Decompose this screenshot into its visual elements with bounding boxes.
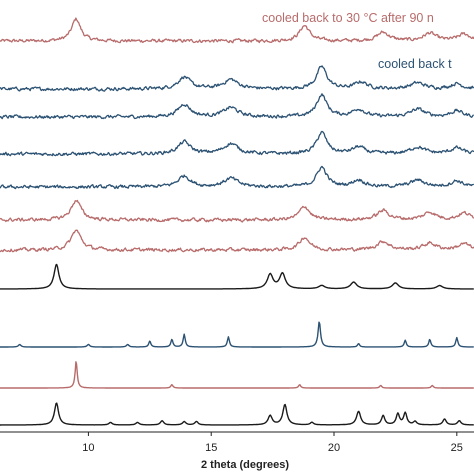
pattern-traces: [0, 17, 474, 426]
pattern-trace-11: [0, 402, 474, 426]
x-axis: 10 15 20 25 2 theta (degrees): [0, 431, 474, 471]
pattern-trace-8: [0, 263, 474, 290]
pattern-trace-4: [0, 130, 474, 157]
pattern-annotations: cooled back to 30 °C after 90 n cooled b…: [262, 11, 452, 71]
pattern-trace-5: [0, 165, 474, 190]
pattern-trace-10: [0, 361, 474, 389]
pattern-trace-6: [0, 199, 474, 223]
x-tick-label-10: 10: [82, 442, 94, 454]
x-tick-label-25: 25: [451, 442, 463, 454]
annotation-cooled-back: cooled back t: [378, 57, 452, 71]
pattern-trace-7: [0, 229, 474, 253]
x-tick-label-15: 15: [205, 442, 217, 454]
pattern-trace-1: [0, 17, 474, 44]
pattern-trace-2: [0, 65, 474, 92]
annotation-cooled-30c: cooled back to 30 °C after 90 n: [262, 11, 434, 25]
x-axis-ticks: 10 15 20 25: [82, 432, 463, 454]
x-tick-label-20: 20: [328, 442, 340, 454]
pattern-trace-9: [0, 321, 474, 348]
pattern-trace-3: [0, 93, 474, 120]
x-axis-title: 2 theta (degrees): [201, 459, 289, 471]
